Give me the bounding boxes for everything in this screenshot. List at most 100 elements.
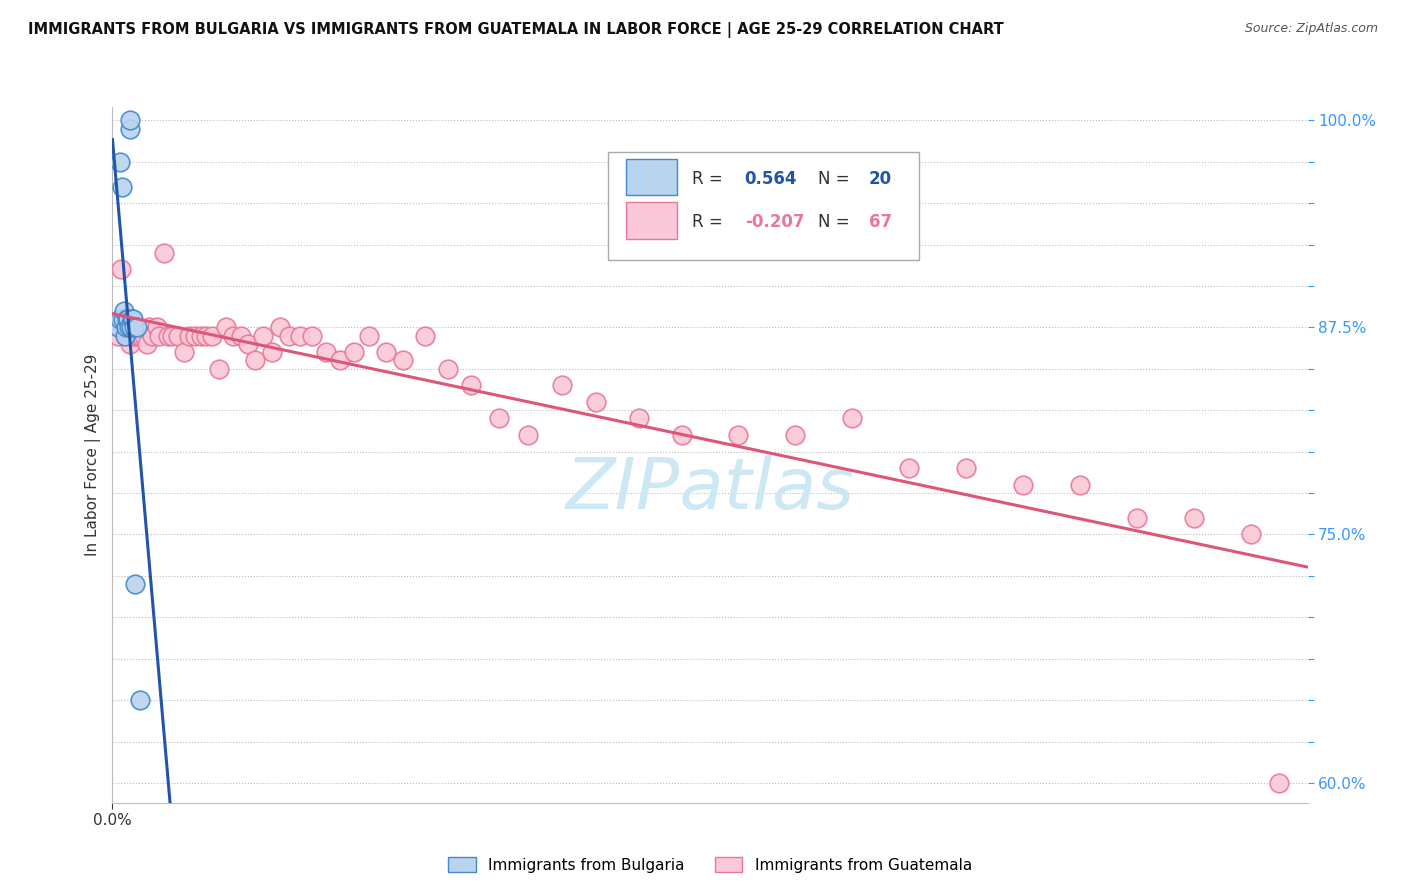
Point — [727, 428, 749, 442]
Point — [108, 312, 131, 326]
Point — [135, 337, 157, 351]
Point — [156, 328, 179, 343]
Point — [329, 353, 352, 368]
Point — [124, 328, 146, 343]
Text: N =: N = — [818, 213, 855, 231]
Point — [290, 328, 312, 343]
Point — [179, 328, 201, 343]
Point — [124, 577, 146, 591]
Point — [201, 328, 224, 343]
Point — [111, 312, 134, 326]
Point — [243, 353, 266, 368]
Point — [1268, 776, 1291, 790]
Point — [117, 328, 139, 343]
Point — [125, 320, 148, 334]
Point — [128, 693, 150, 707]
Point — [301, 328, 323, 343]
Point — [118, 337, 141, 351]
Point — [148, 328, 170, 343]
Point — [115, 328, 138, 343]
Text: 20: 20 — [869, 169, 891, 187]
Point — [1012, 477, 1035, 491]
Point — [516, 428, 538, 442]
Point — [236, 337, 259, 351]
Point — [110, 262, 132, 277]
Point — [391, 353, 413, 368]
Text: -0.207: -0.207 — [745, 213, 804, 231]
Point — [162, 328, 183, 343]
Point — [173, 345, 195, 359]
FancyBboxPatch shape — [626, 159, 676, 195]
Point — [215, 320, 238, 334]
Point — [121, 312, 143, 326]
Text: R =: R = — [692, 169, 728, 187]
Point — [114, 328, 136, 343]
Text: 67: 67 — [869, 213, 891, 231]
Point — [122, 312, 145, 326]
Point — [229, 328, 252, 343]
Point — [841, 411, 863, 425]
Point — [117, 312, 139, 326]
FancyBboxPatch shape — [626, 202, 676, 238]
Text: ZIPatlas: ZIPatlas — [565, 455, 855, 524]
Point — [260, 345, 283, 359]
Point — [110, 179, 132, 194]
Point — [120, 320, 142, 334]
Point — [152, 245, 174, 260]
Point — [357, 328, 380, 343]
Point — [127, 328, 149, 343]
Point — [460, 378, 482, 392]
Point — [118, 121, 141, 136]
Point — [122, 320, 145, 334]
Point — [627, 411, 650, 425]
Point — [145, 320, 167, 334]
Point — [374, 345, 396, 359]
Point — [1182, 511, 1205, 525]
Point — [551, 378, 574, 392]
Point — [955, 461, 977, 475]
Point — [269, 320, 291, 334]
FancyBboxPatch shape — [609, 153, 920, 260]
Point — [108, 320, 131, 334]
Point — [132, 328, 155, 343]
Point — [107, 320, 129, 334]
Point — [120, 113, 142, 128]
Point — [112, 320, 135, 334]
Point — [112, 303, 135, 318]
Point — [1069, 477, 1091, 491]
Point — [1240, 527, 1263, 541]
Point — [785, 428, 807, 442]
Point — [898, 461, 921, 475]
Point — [112, 312, 135, 326]
Point — [129, 328, 152, 343]
Text: N =: N = — [818, 169, 855, 187]
Point — [184, 328, 207, 343]
Text: 0.564: 0.564 — [745, 169, 797, 187]
Point — [118, 320, 141, 334]
Point — [110, 154, 132, 169]
Text: Source: ZipAtlas.com: Source: ZipAtlas.com — [1244, 22, 1378, 36]
Point — [222, 328, 245, 343]
Point — [252, 328, 274, 343]
Point — [585, 395, 607, 409]
Point — [1126, 511, 1149, 525]
Point — [437, 361, 460, 376]
Point — [115, 320, 138, 334]
Point — [488, 411, 510, 425]
Point — [167, 328, 190, 343]
Point — [315, 345, 337, 359]
Point — [195, 328, 218, 343]
Text: IMMIGRANTS FROM BULGARIA VS IMMIGRANTS FROM GUATEMALA IN LABOR FORCE | AGE 25-29: IMMIGRANTS FROM BULGARIA VS IMMIGRANTS F… — [28, 22, 1004, 38]
Point — [117, 312, 139, 326]
Point — [277, 328, 299, 343]
Point — [122, 320, 145, 334]
Point — [343, 345, 366, 359]
Text: R =: R = — [692, 213, 728, 231]
Point — [138, 320, 160, 334]
Point — [415, 328, 437, 343]
Point — [141, 328, 163, 343]
Legend: Immigrants from Bulgaria, Immigrants from Guatemala: Immigrants from Bulgaria, Immigrants fro… — [441, 850, 979, 879]
Point — [208, 361, 231, 376]
Point — [107, 328, 129, 343]
Y-axis label: In Labor Force | Age 25-29: In Labor Force | Age 25-29 — [86, 354, 101, 556]
